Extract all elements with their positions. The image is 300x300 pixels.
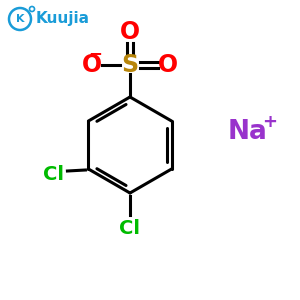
- Text: Na: Na: [228, 119, 268, 145]
- Text: Kuujia: Kuujia: [36, 11, 90, 26]
- Text: O: O: [82, 53, 102, 77]
- Text: Cl: Cl: [119, 218, 140, 238]
- Text: O: O: [158, 53, 178, 77]
- Text: K: K: [16, 14, 24, 24]
- Text: −: −: [88, 44, 102, 62]
- Text: Cl: Cl: [43, 164, 64, 184]
- Text: O: O: [120, 20, 140, 44]
- Text: +: +: [262, 113, 277, 131]
- Text: S: S: [122, 53, 139, 77]
